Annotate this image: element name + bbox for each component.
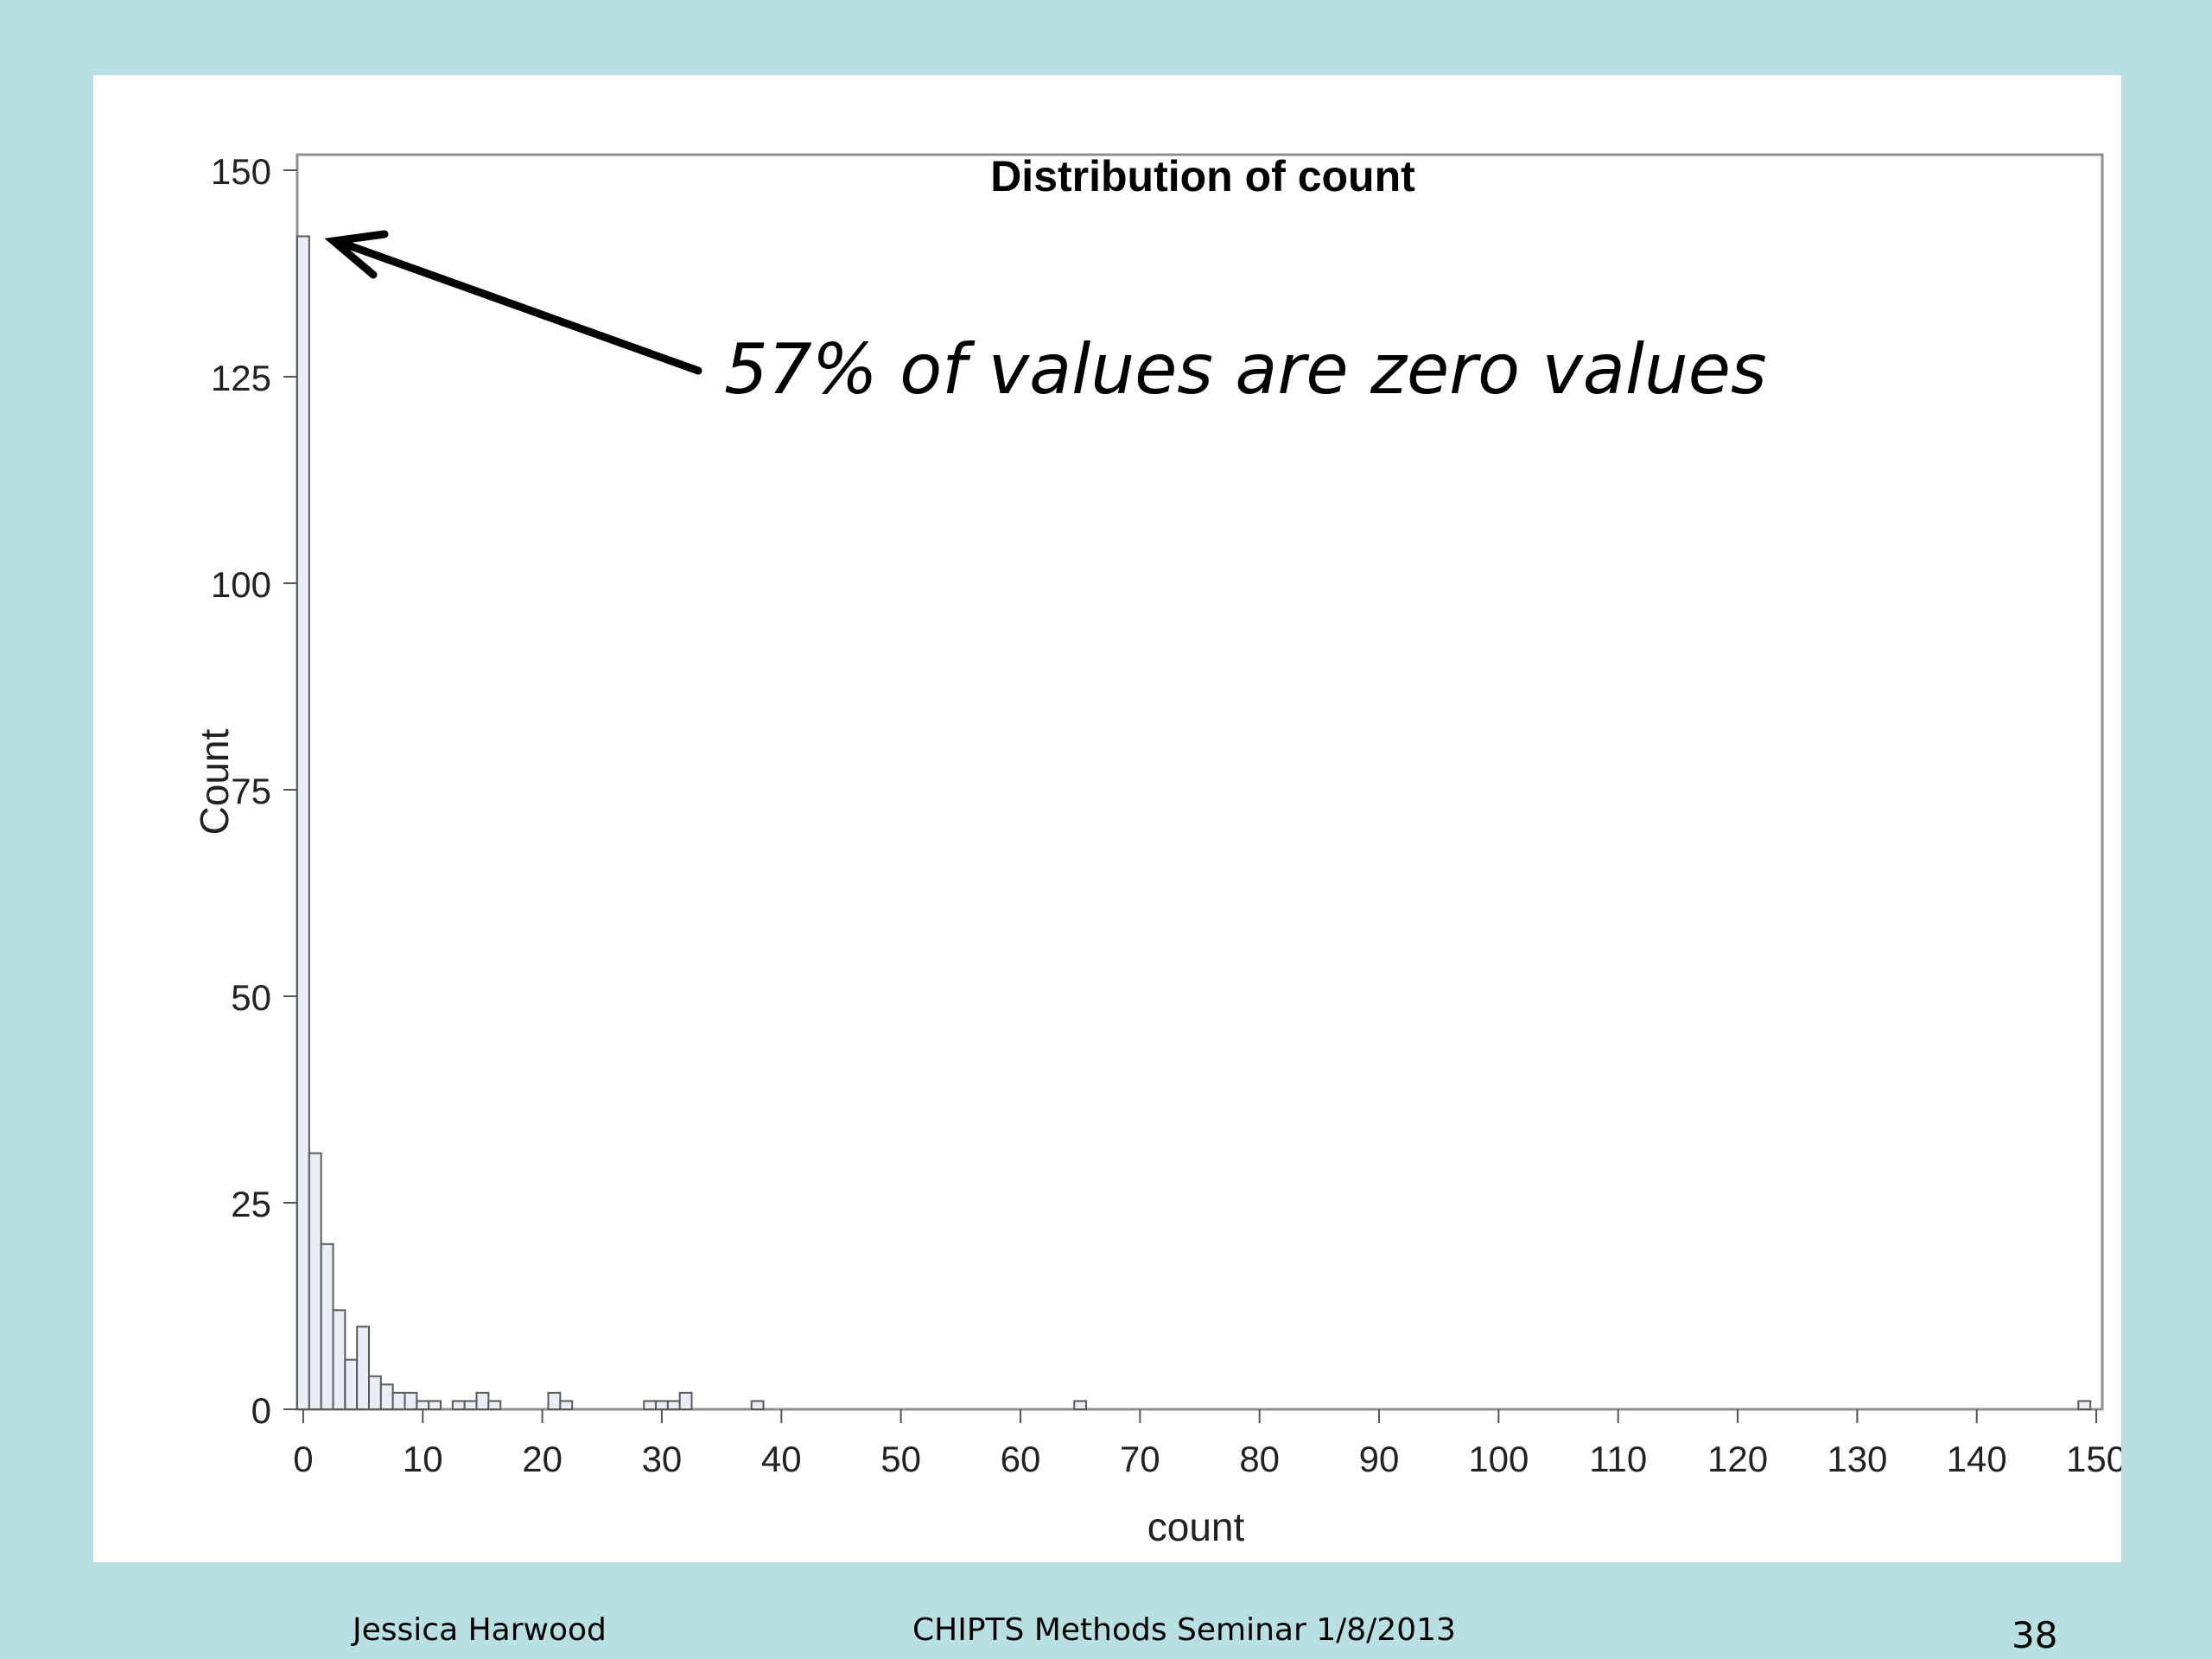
histogram-bar xyxy=(1073,1400,1088,1410)
histogram-bar xyxy=(379,1383,394,1410)
histogram-bar xyxy=(643,1400,658,1410)
x-tick-label: 150 xyxy=(2066,1439,2121,1479)
histogram-bar xyxy=(296,235,310,1411)
histogram-bar xyxy=(320,1243,334,1411)
histogram-bar xyxy=(428,1400,442,1410)
x-tick-label: 50 xyxy=(880,1439,921,1479)
y-axis-label: Count xyxy=(192,728,237,835)
page-number: 38 xyxy=(2012,1614,2058,1656)
footer-event: CHIPTS Methods Seminar 1/8/2013 xyxy=(912,1612,1456,1648)
x-tick-label: 40 xyxy=(761,1439,802,1479)
y-tick-label: 75 xyxy=(231,771,271,811)
histogram-bar xyxy=(547,1391,562,1411)
x-tick-label: 70 xyxy=(1120,1439,1160,1479)
y-tick-label: 100 xyxy=(211,564,271,605)
annotation-arrow-head xyxy=(324,230,389,279)
histogram-bar xyxy=(750,1400,765,1410)
x-tick-label: 140 xyxy=(1947,1439,2007,1479)
histogram-bar xyxy=(451,1400,466,1410)
y-tick-label: 0 xyxy=(251,1390,271,1431)
histogram-bar xyxy=(332,1309,346,1411)
x-tick-label: 100 xyxy=(1468,1439,1529,1479)
histogram-bar xyxy=(2077,1400,2092,1410)
annotation-text: 57% of values are zero values xyxy=(724,329,1767,410)
histogram-bar xyxy=(487,1400,502,1410)
histogram-bar xyxy=(356,1325,371,1411)
x-tick-label: 0 xyxy=(293,1439,313,1479)
histogram-bar xyxy=(344,1358,359,1411)
x-tick-label: 20 xyxy=(522,1439,563,1479)
x-tick-label: 120 xyxy=(1707,1439,1768,1479)
annotation-arrow-shaft xyxy=(340,239,702,375)
x-axis-label: count xyxy=(1147,1504,1245,1549)
histogram-bar xyxy=(559,1400,574,1410)
y-tick-label: 125 xyxy=(211,358,271,398)
histogram-bar xyxy=(391,1391,406,1411)
x-tick-label: 30 xyxy=(642,1439,683,1479)
histogram-bar xyxy=(655,1400,669,1410)
y-tick-label: 150 xyxy=(211,151,271,192)
x-tick-label: 80 xyxy=(1239,1439,1280,1479)
slide-panel: Distribution of count 0 25 50 75 100 125 150 0 10… xyxy=(93,75,2121,1562)
histogram-bar xyxy=(678,1391,693,1411)
histogram-bar xyxy=(368,1375,382,1411)
histogram-bar xyxy=(308,1152,322,1410)
histogram-bar xyxy=(404,1391,418,1411)
histogram-bar xyxy=(475,1391,490,1411)
y-tick-label: 50 xyxy=(231,977,271,1018)
x-tick-label: 10 xyxy=(403,1439,443,1479)
footer-author: Jessica Harwood xyxy=(353,1612,607,1648)
histogram-chart: Distribution of count 0 25 50 75 100 125 150 0 10… xyxy=(192,151,2121,1549)
x-tick-label: 130 xyxy=(1827,1439,1887,1479)
histogram-bar xyxy=(463,1400,478,1410)
x-tick-label: 90 xyxy=(1359,1439,1400,1479)
x-tick-label: 110 xyxy=(1589,1439,1647,1479)
chart-title: Distribution of count xyxy=(990,152,1415,200)
y-tick-label: 25 xyxy=(231,1184,271,1224)
histogram-bar xyxy=(416,1400,430,1410)
histogram-bar xyxy=(666,1400,681,1410)
x-tick-label: 60 xyxy=(1001,1439,1041,1479)
